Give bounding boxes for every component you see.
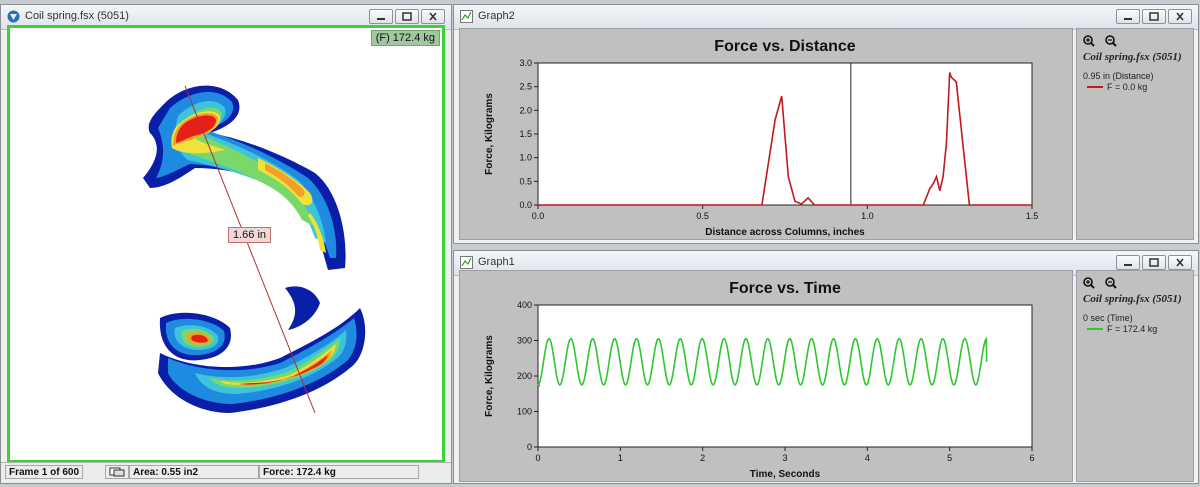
app-icon	[7, 10, 20, 23]
legend-cursor-position: 0.95 in (Distance)	[1083, 71, 1154, 81]
pressure-map-window: Coil spring.fsx (5051)	[0, 4, 452, 484]
frame-view-icon[interactable]	[105, 465, 129, 479]
legend-file-name: Coil spring.fsx (5051)	[1083, 293, 1182, 305]
close-button[interactable]	[421, 9, 445, 24]
y-tick-label: 3.0	[519, 58, 532, 68]
x-tick-label: 4	[865, 453, 870, 463]
y-tick-label: 2.0	[519, 105, 532, 115]
force-readout: (F) 172.4 kg	[370, 30, 440, 46]
x-tick-label: 5	[947, 453, 952, 463]
graph1-title: Graph1	[478, 256, 515, 268]
pressure-map-canvas[interactable]: (F) 172.4 kg 1.66 in	[7, 25, 445, 463]
x-tick-label: 1	[618, 453, 623, 463]
graph2-title: Graph2	[478, 10, 515, 22]
maximize-button[interactable]	[395, 9, 419, 24]
graph-icon	[460, 10, 473, 23]
plot-area[interactable]	[537, 304, 1033, 448]
chart-title: Force vs. Time	[729, 280, 841, 297]
legend-entry: F = 172.4 kg	[1087, 324, 1157, 334]
zoom-out-icon[interactable]	[1105, 277, 1117, 289]
x-tick-label: 1.0	[861, 211, 874, 221]
legend-swatch	[1087, 328, 1103, 330]
legend-swatch	[1087, 86, 1103, 88]
y-tick-label: 0.0	[519, 200, 532, 210]
zoom-in-icon[interactable]	[1083, 277, 1095, 289]
graph2-window: Graph2 Force vs. Distance 0.0 0.5 1.0 1.5 2.0…	[453, 4, 1199, 244]
x-axis-label: Distance across Columns, inches	[705, 227, 865, 238]
x-tick-label: 6	[1029, 453, 1034, 463]
close-button[interactable]	[1168, 9, 1192, 24]
graph-icon	[460, 256, 473, 269]
y-axis-label: Force, Kilograms	[484, 93, 495, 175]
legend-entry: F = 0.0 kg	[1087, 82, 1147, 92]
y-tick-label: 200	[517, 371, 532, 381]
y-tick-label: 300	[517, 336, 532, 346]
graph1-plot-panel[interactable]: Force vs. Time 0 100 200 300 400 0 1 2 3 4 5 6 Time, …	[459, 270, 1073, 482]
maximize-button[interactable]	[1142, 255, 1166, 270]
legend-entry-label: F = 0.0 kg	[1107, 82, 1148, 92]
y-tick-label: 400	[517, 300, 532, 310]
legend-file-name: Coil spring.fsx (5051)	[1083, 51, 1182, 63]
y-tick-label: 0	[527, 442, 532, 452]
legend-cursor-position: 0 sec (Time)	[1083, 313, 1133, 323]
zoom-in-icon[interactable]	[1083, 35, 1095, 47]
area-readout: Area: 0.55 in2	[129, 465, 259, 479]
chart-title: Force vs. Distance	[714, 38, 856, 55]
close-button[interactable]	[1168, 255, 1192, 270]
x-tick-label: 2	[700, 453, 705, 463]
y-tick-label: 0.5	[519, 176, 532, 186]
x-tick-label: 0.0	[532, 211, 545, 221]
pressure-region-middle	[285, 286, 320, 330]
graph1-window: Graph1 Force vs. Time 0 100 200 300 400 0 1 2 3 4 5…	[453, 250, 1199, 484]
status-bar: Frame 1 of 600 Area: 0.55 in2 Force: 172…	[1, 462, 451, 483]
x-tick-label: 0	[535, 453, 540, 463]
window-title: Coil spring.fsx (5051)	[25, 10, 129, 22]
force-status-readout: Force: 172.4 kg	[259, 465, 419, 479]
minimize-button[interactable]	[1116, 255, 1140, 270]
minimize-button[interactable]	[369, 9, 393, 24]
y-tick-label: 2.5	[519, 82, 532, 92]
legend-entry-label: F = 172.4 kg	[1107, 324, 1158, 334]
series-line	[538, 72, 1032, 206]
x-tick-label: 0.5	[696, 211, 709, 221]
graph1-legend: Coil spring.fsx (5051) 0 sec (Time) F = …	[1076, 270, 1194, 482]
minimize-button[interactable]	[1116, 9, 1140, 24]
y-tick-label: 1.5	[519, 129, 532, 139]
y-tick-label: 1.0	[519, 153, 532, 163]
y-axis-label: Force, Kilograms	[484, 335, 495, 417]
x-axis-label: Time, Seconds	[750, 469, 821, 480]
force-time-chart[interactable]: Force vs. Time 0 100 200 300 400 0 1 2 3 4 5 6 Time, …	[460, 271, 1072, 481]
graph2-plot-panel[interactable]: Force vs. Distance 0.0 0.5 1.0 1.5 2.0 2.5 3.0 0…	[459, 28, 1073, 240]
y-tick-label: 100	[517, 407, 532, 417]
x-tick-label: 1.5	[1026, 211, 1039, 221]
measurement-line	[184, 85, 316, 414]
maximize-button[interactable]	[1142, 9, 1166, 24]
frame-indicator: Frame 1 of 600	[5, 465, 83, 479]
graph2-legend: Coil spring.fsx (5051) 0.95 in (Distance…	[1076, 28, 1194, 240]
force-distance-chart[interactable]: Force vs. Distance 0.0 0.5 1.0 1.5 2.0 2.5 3.0 0…	[460, 29, 1072, 239]
distance-label: 1.66 in	[228, 227, 272, 243]
graph2-titlebar[interactable]: Graph2	[454, 5, 1198, 30]
x-tick-label: 3	[782, 453, 787, 463]
zoom-out-icon[interactable]	[1105, 35, 1117, 47]
series-line	[537, 336, 988, 387]
pressure-map	[143, 85, 366, 414]
